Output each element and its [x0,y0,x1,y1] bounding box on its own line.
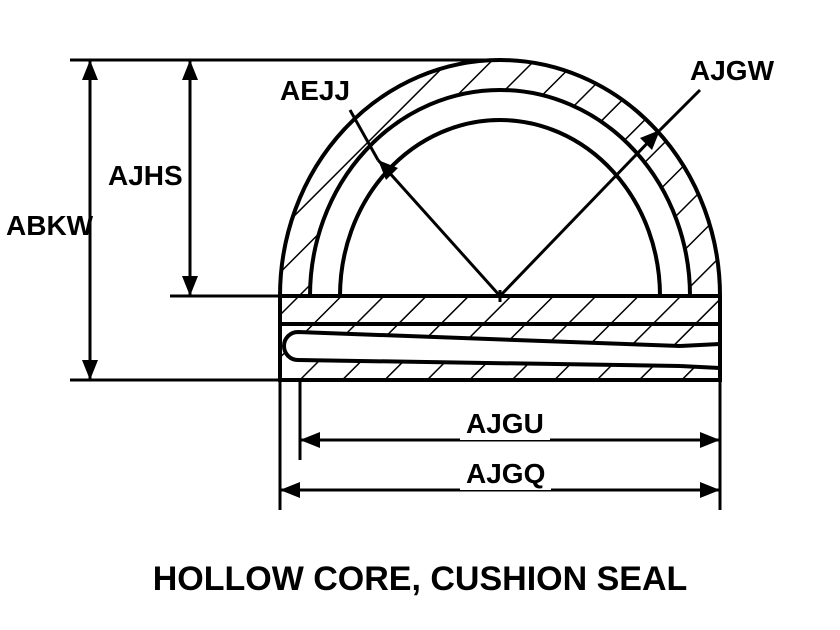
diagram-title: HOLLOW CORE, CUSHION SEAL [0,560,840,599]
label-aejj: AEJJ [280,75,350,107]
arrow-ajhs-bot [182,276,198,296]
label-ajgq: AJGQ [460,458,551,490]
arrow-abkw-top [82,60,98,80]
label-abkw: ABKW [6,210,93,242]
leader-ajgw-ext [660,90,700,130]
arrow-ajgq-r [700,482,720,498]
arrow-ajhs-top [182,60,198,80]
diagram-svg [0,0,840,630]
arrow-ajgu-l [300,432,320,448]
diagram-stage: AEJJ AJGW AJHS ABKW AJGU AJGQ HOLLOW COR… [0,0,840,630]
label-ajhs: AJHS [108,160,183,192]
arrow-ajgq-l [280,482,300,498]
arrow-ajgu-r [700,432,720,448]
label-ajgu: AJGU [460,408,550,440]
label-ajgw: AJGW [690,55,774,87]
arrow-abkw-bot [82,360,98,380]
